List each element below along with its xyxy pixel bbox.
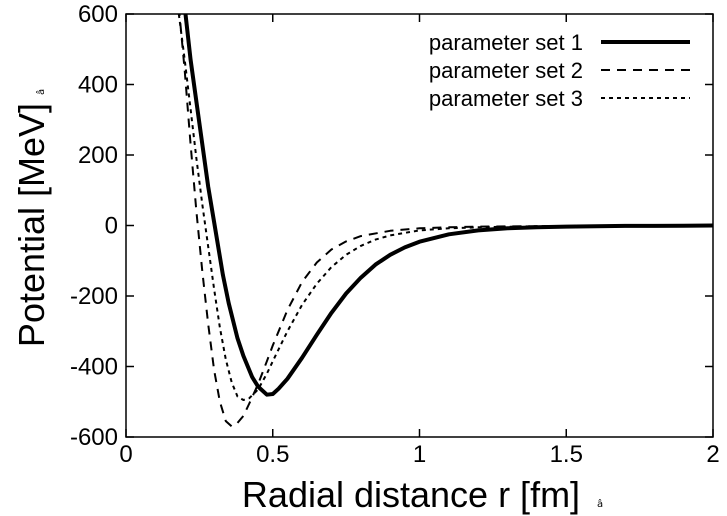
x-axis-title: Radial distance r [fm]	[242, 474, 580, 515]
legend-label-parameter-set-1: parameter set 1	[429, 30, 583, 55]
legend-label-parameter-set-2: parameter set 2	[429, 58, 583, 83]
y-axis-title: Potential [MeV]	[11, 103, 52, 347]
legend-label-parameter-set-3: parameter set 3	[429, 86, 583, 111]
y-tick-label: -400	[70, 354, 118, 381]
series-layer	[177, 14, 713, 428]
x-tick-label: 1	[413, 441, 426, 468]
y-tick-label: 600	[78, 1, 118, 28]
y-tick-label: 200	[78, 142, 118, 169]
legend: parameter set 1 parameter set 2 parameter …	[429, 30, 690, 111]
x-tick-label: 1.5	[550, 441, 583, 468]
x-tick-label: 2	[706, 441, 719, 468]
x-tick-label: 0.5	[256, 441, 289, 468]
y-tick-label: -200	[70, 283, 118, 310]
series-line-parameter-set-3	[177, 14, 713, 401]
labels-layer: 0 0.5 1 1.5 2 600 400 200 0 -200 -400 -600	[70, 1, 720, 468]
x-tick-label: 0	[119, 441, 132, 468]
y-tick-label: -600	[70, 424, 118, 451]
x-axis-unit-mark: â	[597, 498, 603, 510]
axes	[125, 13, 714, 438]
series-line-parameter-set-1	[183, 14, 713, 397]
y-axis-unit-mark: â	[35, 89, 47, 95]
y-tick-label: 400	[78, 72, 118, 99]
y-tick-label: 0	[105, 213, 118, 240]
